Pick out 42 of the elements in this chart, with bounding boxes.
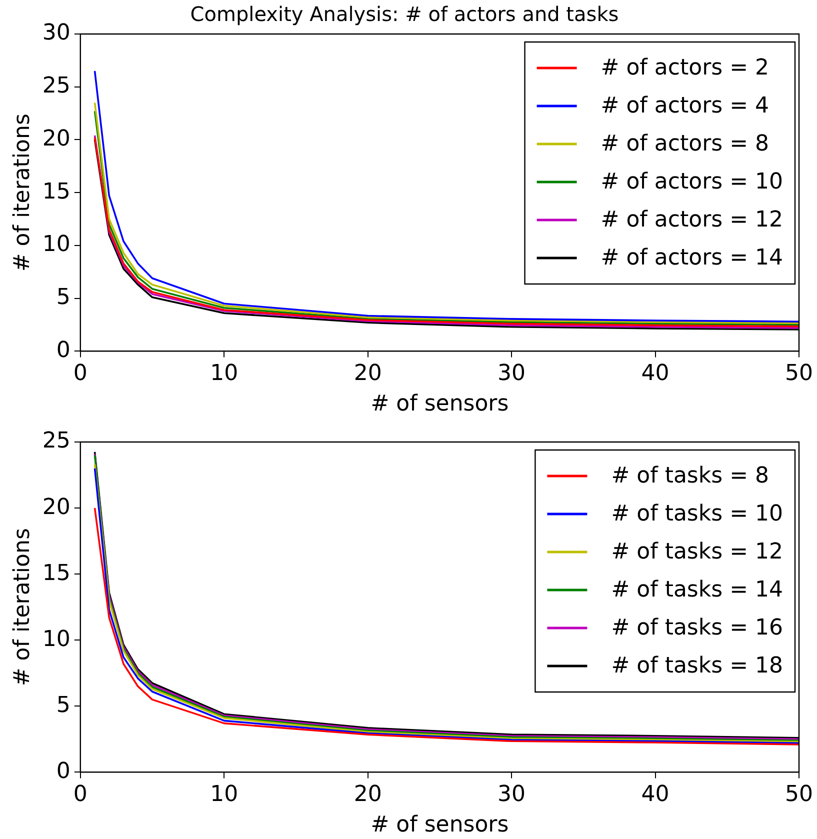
x-tick-label: 30 bbox=[498, 361, 526, 386]
legend-label: # of tasks = 14 bbox=[611, 578, 783, 603]
x-tick-label: 40 bbox=[641, 361, 670, 386]
legend-label: # of actors = 10 bbox=[600, 170, 784, 195]
legend-label: # of actors = 14 bbox=[600, 246, 784, 271]
x-tick-label: 50 bbox=[785, 361, 813, 386]
legend-label: # of actors = 8 bbox=[600, 132, 770, 157]
y-tick-label: 0 bbox=[56, 758, 70, 784]
legend-label: # of actors = 2 bbox=[600, 56, 770, 81]
x-tick-label: 10 bbox=[210, 361, 238, 386]
x-tick-label: 0 bbox=[73, 782, 88, 808]
x-axis-title: # of sensors bbox=[370, 392, 509, 417]
legend-label: # of tasks = 18 bbox=[611, 654, 783, 679]
y-tick-label: 15 bbox=[42, 179, 70, 204]
y-tick-label: 25 bbox=[42, 74, 70, 99]
y-tick-label: 20 bbox=[42, 494, 70, 520]
y-axis-title: # of iterations bbox=[10, 114, 35, 272]
legend-label: # of actors = 12 bbox=[600, 208, 784, 233]
y-tick-label: 5 bbox=[56, 692, 70, 718]
legend-label: # of tasks = 12 bbox=[611, 540, 783, 565]
legend-label: # of actors = 4 bbox=[600, 94, 770, 119]
x-tick-label: 20 bbox=[354, 361, 382, 386]
x-tick-label: 20 bbox=[354, 782, 382, 808]
x-tick-label: 50 bbox=[785, 782, 813, 808]
y-tick-label: 0 bbox=[56, 338, 70, 363]
y-tick-label: 5 bbox=[56, 285, 70, 310]
y-tick-label: 30 bbox=[42, 20, 70, 46]
x-tick-label: 0 bbox=[73, 361, 88, 386]
legend-label: # of tasks = 8 bbox=[611, 464, 770, 489]
chart-title: Complexity Analysis: # of actors and tasks bbox=[190, 2, 619, 26]
x-tick-label: 40 bbox=[641, 782, 670, 808]
x-axis-title: # of sensors bbox=[370, 812, 509, 838]
x-tick-label: 10 bbox=[210, 782, 238, 808]
y-tick-label: 20 bbox=[42, 126, 70, 152]
y-tick-label: 10 bbox=[42, 626, 70, 652]
y-tick-label: 10 bbox=[42, 232, 70, 258]
x-tick-label: 30 bbox=[498, 782, 526, 808]
y-axis-title: # of iterations bbox=[10, 528, 35, 686]
y-tick-label: 25 bbox=[42, 428, 70, 454]
y-tick-label: 15 bbox=[42, 560, 70, 586]
legend-label: # of tasks = 10 bbox=[611, 502, 783, 527]
legend-label: # of tasks = 16 bbox=[611, 616, 783, 641]
